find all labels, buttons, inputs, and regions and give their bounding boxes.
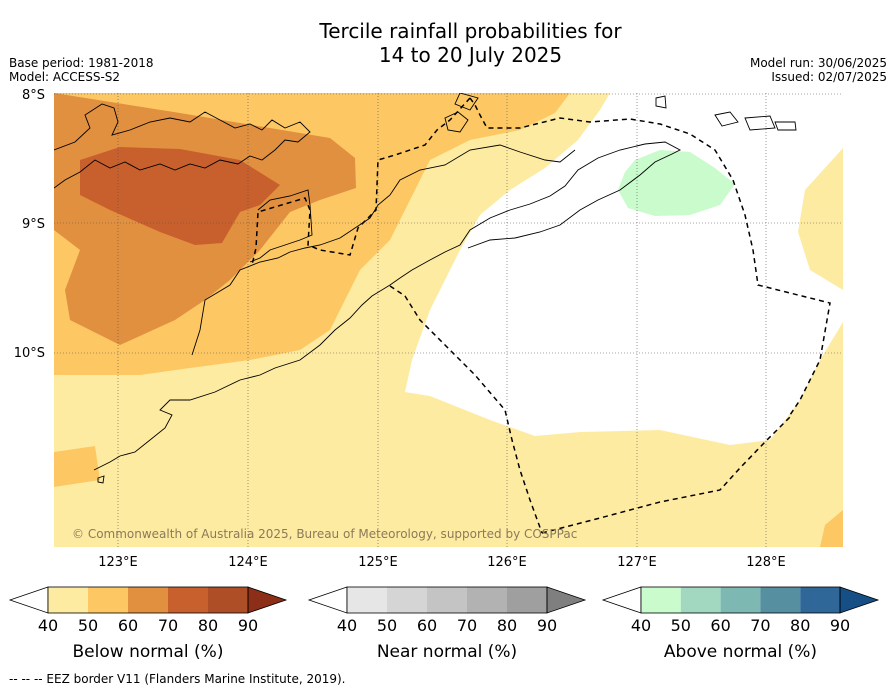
footnote: -- -- -- EEZ border V11 (Flanders Marine… (9, 672, 346, 686)
colorbar-segment (641, 587, 681, 613)
colorbar-tick-label: 60 (417, 616, 437, 635)
lat-label: 8°S (22, 88, 45, 103)
colorbar-tick-label: 40 (38, 616, 58, 635)
lat-label: 10°S (14, 346, 45, 361)
lon-label: 127°E (617, 555, 657, 570)
issued-label: Issued: 02/07/2025 (771, 70, 887, 84)
small-islands-north (444, 93, 797, 133)
colorbar-tick-label: 80 (497, 616, 517, 635)
wetar-coast (249, 189, 313, 263)
colorbar-tick-label: 50 (671, 616, 691, 635)
colorbar-segment (88, 587, 128, 613)
colorbar-segment (467, 587, 507, 613)
colorbar-tick-label: 70 (457, 616, 477, 635)
colorbar-tick-label: 50 (377, 616, 397, 635)
colorbar-segment (760, 587, 801, 613)
colorbar-segment (720, 587, 761, 613)
copyright-text: © Commonwealth of Australia 2025, Bureau… (72, 527, 577, 541)
lon-label: 125°E (358, 555, 398, 570)
timor-coast (93, 141, 681, 471)
colorbar-max-extension (839, 586, 880, 614)
flores-coast (54, 103, 311, 189)
longitude-labels: 123°E 124°E 125°E 126°E 127°E 128°E (98, 555, 786, 570)
colorbar-tick-label: 90 (537, 616, 557, 635)
colorbar-min-extension (601, 586, 642, 614)
title-line-2: 14 to 20 July 2025 (378, 43, 563, 67)
colorbar-max-extension (247, 586, 288, 614)
model-label: Model: ACCESS-S2 (9, 70, 121, 84)
lon-label: 128°E (746, 555, 786, 570)
below-60-patch-se (820, 510, 843, 547)
eez-border (251, 97, 831, 534)
colorbar-tick-label: 80 (790, 616, 810, 635)
colorbar-outline (47, 586, 249, 614)
colorbar-1: 40 50 60 70 80 90 Near normal (%) (307, 586, 587, 662)
colorbar-segment (680, 587, 721, 613)
colorbar-label: Above normal (%) (664, 642, 817, 662)
map-area: © Commonwealth of Australia 2025, Bureau… (54, 93, 843, 547)
colorbar-tick-label: 70 (750, 616, 770, 635)
colorbar-segment (128, 587, 168, 613)
colorbar-max-extension (546, 586, 587, 614)
colorbar-0: 40 50 60 70 80 90 Below normal (%) (8, 586, 288, 662)
savu-island (97, 475, 105, 484)
colorbar-min-extension (8, 586, 49, 614)
colorbars: 40 50 60 70 80 90 Below normal (%) 40 50 60 70 80 90… (8, 586, 880, 662)
title-line-1: Tercile rainfall probabilities for (319, 19, 622, 43)
lon-label: 126°E (487, 555, 527, 570)
colorbar-segment (507, 587, 547, 613)
colorbar-tick-label: 40 (631, 616, 651, 635)
colorbar-segment (427, 587, 467, 613)
base-period-label: Base period: 1981-2018 (9, 56, 154, 70)
colorbar-tick-label: 60 (118, 616, 138, 635)
colorbar-2: 40 50 60 70 80 90 Above normal (%) (601, 586, 880, 662)
colorbar-segment (48, 587, 88, 613)
colorbar-tick-label: 40 (337, 616, 357, 635)
colorbar-tick-label: 80 (198, 616, 218, 635)
lon-label: 123°E (98, 555, 138, 570)
colorbar-tick-label: 90 (830, 616, 850, 635)
below-60-patch-south (54, 446, 100, 487)
gridlines (54, 93, 843, 547)
below-80-region (80, 147, 280, 245)
latitude-labels: 8°S 9°S 10°S (14, 88, 45, 361)
colorbar-tick-label: 90 (238, 616, 258, 635)
colorbar-min-extension (307, 586, 348, 614)
colorbar-label: Below normal (%) (73, 642, 224, 662)
colorbar-tick-label: 70 (158, 616, 178, 635)
colorbar-segment (168, 587, 208, 613)
colorbar-segment (387, 587, 427, 613)
lat-label: 9°S (22, 217, 45, 232)
coastlines (54, 93, 797, 484)
colorbar-segment (347, 587, 387, 613)
colorbar-segment (208, 587, 248, 613)
above-50-region (618, 150, 735, 216)
colorbar-outline (640, 586, 841, 614)
colorbar-outline (346, 586, 548, 614)
colorbar-segment (800, 587, 840, 613)
lon-label: 124°E (228, 555, 268, 570)
colorbar-label: Near normal (%) (377, 642, 517, 662)
colorbar-tick-label: 60 (710, 616, 730, 635)
model-run-label: Model run: 30/06/2025 (749, 56, 887, 70)
colorbar-tick-label: 50 (78, 616, 98, 635)
page-title: Tercile rainfall probabilities for 14 to… (0, 19, 896, 67)
